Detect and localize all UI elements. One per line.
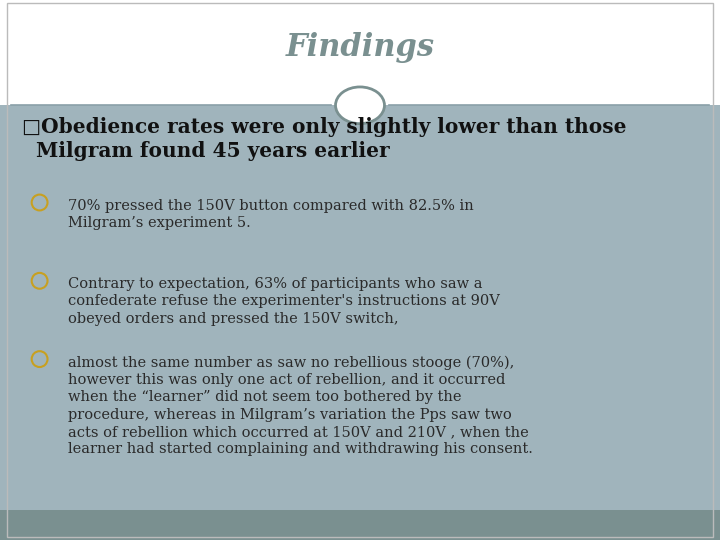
Bar bbox=[0, 105, 720, 510]
Text: almost the same number as saw no rebellious stooge (70%),
however this was only : almost the same number as saw no rebelli… bbox=[68, 355, 534, 456]
Circle shape bbox=[336, 87, 384, 124]
Text: 70% pressed the 150V button compared with 82.5% in
Milgram’s experiment 5.: 70% pressed the 150V button compared wit… bbox=[68, 199, 474, 230]
Text: □Obedience rates were only slightly lower than those
  Milgram found 45 years ea: □Obedience rates were only slightly lowe… bbox=[22, 117, 626, 161]
Bar bbox=[0, 0, 720, 105]
Bar bbox=[0, 510, 720, 540]
Text: Contrary to expectation, 63% of participants who saw a
confederate refuse the ex: Contrary to expectation, 63% of particip… bbox=[68, 277, 500, 326]
Text: Findings: Findings bbox=[286, 32, 434, 63]
